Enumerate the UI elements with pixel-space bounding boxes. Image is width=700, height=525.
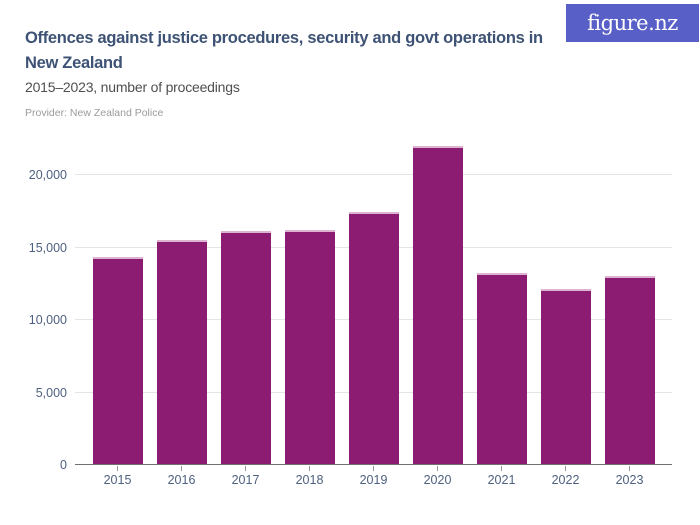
x-tick-label-2019: 2019 (359, 473, 388, 487)
plot-area (75, 140, 672, 465)
x-axis-labels: 2015 2016 2017 2018 2019 2020 2021 2022 2023 (75, 466, 672, 487)
y-tick-label-15,000: 15,000 (28, 240, 67, 255)
x-tick-label-2023: 2023 (615, 473, 644, 487)
y-axis-labels: 0 5,000 10,000 15,000 20,000 (0, 0, 67, 525)
x-tick-label-2021: 2021 (487, 473, 516, 487)
x-tick-2023 (629, 466, 630, 471)
x-cell-2020: 2020 (413, 466, 463, 487)
x-tick-label-2015: 2015 (103, 473, 132, 487)
y-tick-label-0: 0 (60, 458, 67, 472)
y-tick-label-10,000: 10,000 (28, 313, 67, 327)
provider-attribution: Provider: New Zealand Police (25, 107, 164, 119)
bar-2023[interactable] (604, 276, 655, 464)
bar-series (75, 139, 672, 464)
gridline-20000 (75, 174, 672, 175)
x-tick-label-2020: 2020 (423, 473, 452, 487)
bar-2017[interactable] (220, 231, 271, 464)
x-cell-2018: 2018 (285, 466, 335, 487)
x-cell-2019: 2019 (349, 466, 399, 487)
x-tick-label-2022: 2022 (551, 473, 580, 487)
figure-nz-logo[interactable]: figure.nz (566, 4, 699, 42)
x-tick-2019 (373, 466, 374, 471)
x-cell-2021: 2021 (477, 466, 527, 487)
x-cell-2015: 2015 (93, 466, 143, 487)
x-cell-2017: 2017 (221, 466, 271, 487)
x-tick-label-2017: 2017 (231, 473, 260, 487)
bar-2015[interactable] (92, 257, 143, 464)
y-tick-label-20,000: 20,000 (28, 168, 67, 182)
chart-title: Offences against justice procedures, sec… (25, 29, 543, 72)
x-axis-line (75, 464, 672, 465)
x-tick-label-2018: 2018 (295, 473, 324, 487)
x-tick-2021 (501, 466, 502, 471)
x-tick-label-2016: 2016 (167, 473, 196, 487)
bar-2022[interactable] (540, 289, 591, 464)
bar-2016[interactable] (156, 240, 207, 464)
x-cell-2016: 2016 (157, 466, 207, 487)
bar-2019[interactable] (348, 212, 399, 464)
x-tick-2022 (565, 466, 566, 471)
x-tick-2018 (309, 466, 310, 471)
y-tick-label-5,000: 5,000 (35, 385, 67, 400)
x-tick-2020 (437, 466, 438, 471)
bar-2018[interactable] (284, 230, 335, 464)
bar-2021[interactable] (476, 273, 527, 464)
x-tick-2015 (117, 466, 118, 471)
bar-2020[interactable] (412, 146, 463, 464)
figure-nz-logo-text: figure.nz (587, 11, 678, 35)
x-tick-2017 (245, 466, 246, 471)
x-cell-2022: 2022 (541, 466, 591, 487)
x-cell-2023: 2023 (605, 466, 655, 487)
chart-subtitle: 2015–2023, number of proceedings (25, 79, 240, 95)
x-tick-2016 (181, 466, 182, 471)
